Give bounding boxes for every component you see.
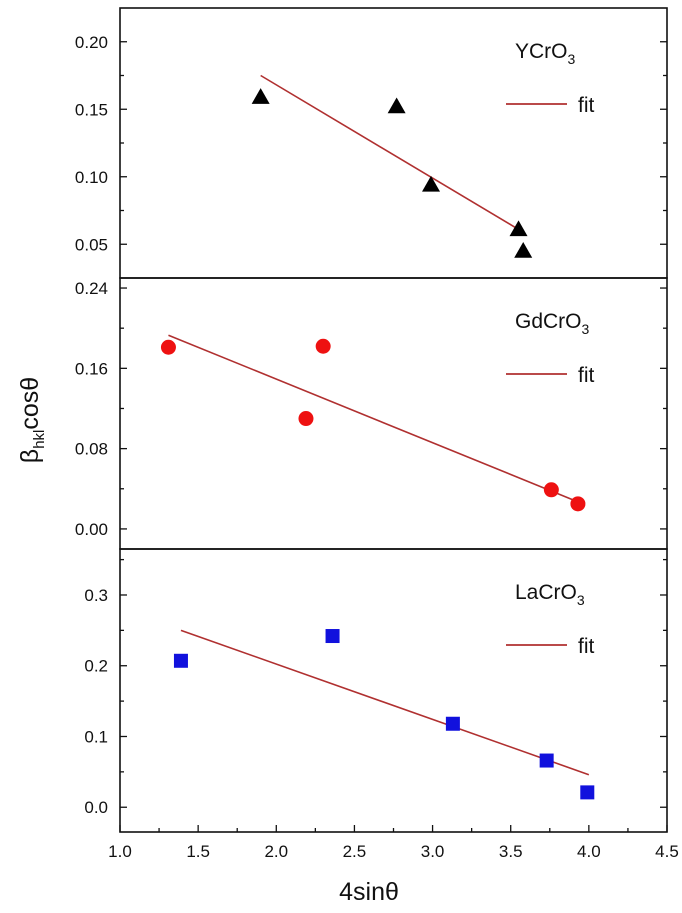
legend-fit-label: fit <box>578 364 595 387</box>
series-label-main: GdCrO <box>515 310 582 333</box>
y-tick-label: 0.1 <box>84 727 108 746</box>
panels-layer: 0.050.100.150.20 YCrO3fit0.000.080.160.24… <box>75 7 668 833</box>
y-tick-label: 0.08 <box>75 440 108 459</box>
fit-line <box>168 334 579 503</box>
y-axis-title-rest: cosθ <box>16 377 44 430</box>
fit-line <box>260 74 519 231</box>
circle-marker <box>543 482 559 498</box>
y-axis-title-subscript: hkl <box>31 430 48 449</box>
x-axis-title: 4sinθ <box>339 878 399 906</box>
x-tick-label: 4.0 <box>577 842 601 861</box>
panel-frame <box>119 277 668 550</box>
series-label-subscript: 3 <box>577 592 585 608</box>
x-tick-label: 3.0 <box>421 842 445 861</box>
x-tick-label: 4.5 <box>655 842 679 861</box>
square-marker <box>173 653 188 668</box>
panel-gdcro3: 0.00 0.08 0.16 0.24 GdCrO3 fit <box>75 277 668 550</box>
circle-marker <box>298 411 314 427</box>
square-marker <box>580 785 595 800</box>
y-tick-label: 0.3 <box>84 586 108 605</box>
y-tick-label: 0.0 <box>84 798 108 817</box>
triangle-marker <box>514 242 533 258</box>
y-tick-label: 0.05 <box>75 235 108 254</box>
triangle-marker <box>387 97 406 114</box>
x-tick-label: 2.0 <box>264 842 288 861</box>
y-tick-label: 0.15 <box>75 100 108 119</box>
legend-fit-label: fit <box>578 635 595 658</box>
triangle-marker <box>422 175 441 192</box>
circle-marker <box>160 339 176 355</box>
series-label-subscript: 3 <box>582 321 590 337</box>
series-label: GdCrO3 <box>515 310 590 337</box>
y-axis-title: βhklcosθ <box>16 377 48 463</box>
x-tick-label: 3.5 <box>499 842 523 861</box>
x-tick-label: 2.5 <box>343 842 367 861</box>
fit-line <box>180 629 590 776</box>
triangle-marker <box>251 88 270 104</box>
square-marker <box>539 753 554 768</box>
y-tick-label: 0.2 <box>84 657 108 676</box>
panel-ycro3: 0.05 0.10 0.15 0.20 YCrO3 fit <box>75 7 668 279</box>
series-label-main: LaCrO <box>515 581 577 604</box>
y-tick-label: 0.00 <box>75 520 108 539</box>
y-tick-label: 0.20 <box>75 33 108 52</box>
x-axis: 1.0 1.5 2.0 2.5 3.0 3.5 4.0 4.5 <box>108 825 679 861</box>
y-axis-title-beta: β <box>16 449 44 463</box>
x-tick-label: 1.5 <box>186 842 210 861</box>
series-label-subscript: 3 <box>568 51 576 67</box>
series-label: YCrO3 <box>515 40 576 67</box>
square-marker <box>445 716 460 731</box>
triangle-marker <box>509 220 528 237</box>
panel-frame <box>119 7 668 279</box>
panel-lacro3: 0.0 0.1 0.2 0.3 LaCrO3 fit <box>84 548 668 833</box>
series-label-main: YCrO <box>515 40 568 63</box>
y-tick-label: 0.16 <box>75 359 108 378</box>
x-tick-label: 1.0 <box>108 842 132 861</box>
legend-fit-label: fit <box>578 94 595 117</box>
series-label: LaCrO3 <box>515 581 585 608</box>
circle-marker <box>570 496 586 512</box>
square-marker <box>325 629 340 644</box>
circle-marker <box>315 338 331 354</box>
y-tick-label: 0.24 <box>75 279 108 298</box>
y-tick-label: 0.10 <box>75 168 108 187</box>
